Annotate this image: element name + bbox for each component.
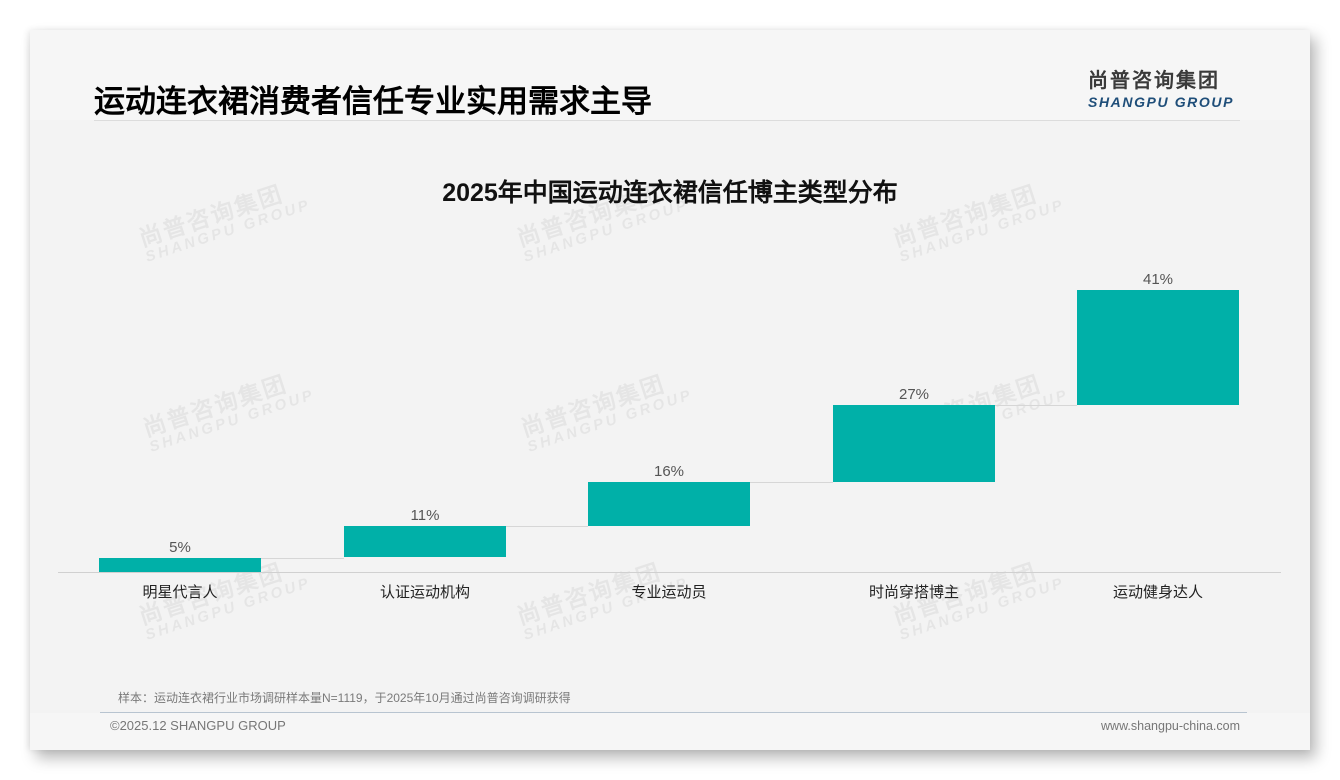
website-link[interactable]: www.shangpu-china.com xyxy=(1101,719,1240,733)
header-divider xyxy=(94,120,1240,121)
copyright-text: ©2025.12 SHANGPU GROUP xyxy=(110,718,286,733)
bar-2 xyxy=(344,526,506,558)
bar-value-label: 27% xyxy=(898,386,930,404)
bar-4 xyxy=(833,405,995,483)
category-label: 运动健身达人 xyxy=(1112,584,1203,601)
bar-3 xyxy=(588,482,750,527)
connector-line xyxy=(261,557,344,559)
category-label: 时尚穿搭博主 xyxy=(868,584,959,601)
category-label: 明星代言人 xyxy=(142,584,218,601)
company-logo: 尚普咨询集团 SHANGPU GROUP xyxy=(1088,64,1248,110)
x-axis-line xyxy=(58,572,1281,573)
logo-text-en: SHANGPU GROUP xyxy=(1088,94,1235,110)
category-label: 专业运动员 xyxy=(631,584,707,601)
connector-line xyxy=(995,405,1077,407)
bar-value-label: 11% xyxy=(410,507,440,525)
bar-5 xyxy=(1077,289,1239,406)
sample-footnote: 样本：运动连衣裙行业市场调研样本量N=1119，于2025年10月通过尚普咨询调… xyxy=(118,691,571,705)
page-title: 运动连衣裙消费者信任专业实用需求主导 xyxy=(94,84,652,119)
bar-1 xyxy=(99,557,261,572)
slide: 运动连衣裙消费者信任专业实用需求主导 尚普咨询集团 SHANGPU GROUP … xyxy=(30,30,1310,750)
category-label: 认证运动机构 xyxy=(379,584,470,601)
bar-value-label: 5% xyxy=(169,538,191,556)
chart-plot-area: 5% 明星代言人 11% 认证运动机构 16% 专业运动员 27% 时尚穿搭博主 41% 运动健身… xyxy=(30,30,1310,750)
header-band xyxy=(30,30,1310,120)
bar-value-label: 41% xyxy=(1142,270,1174,288)
bar-value-label: 16% xyxy=(653,463,685,481)
chart-title: 2025年中国运动连衣裙信任博主类型分布 xyxy=(442,179,898,207)
footer-band xyxy=(30,713,1310,750)
connector-line xyxy=(750,482,833,484)
logo-text-cn: 尚普咨询集团 xyxy=(1088,70,1220,92)
footer-divider xyxy=(100,712,1247,713)
connector-line xyxy=(506,526,588,528)
